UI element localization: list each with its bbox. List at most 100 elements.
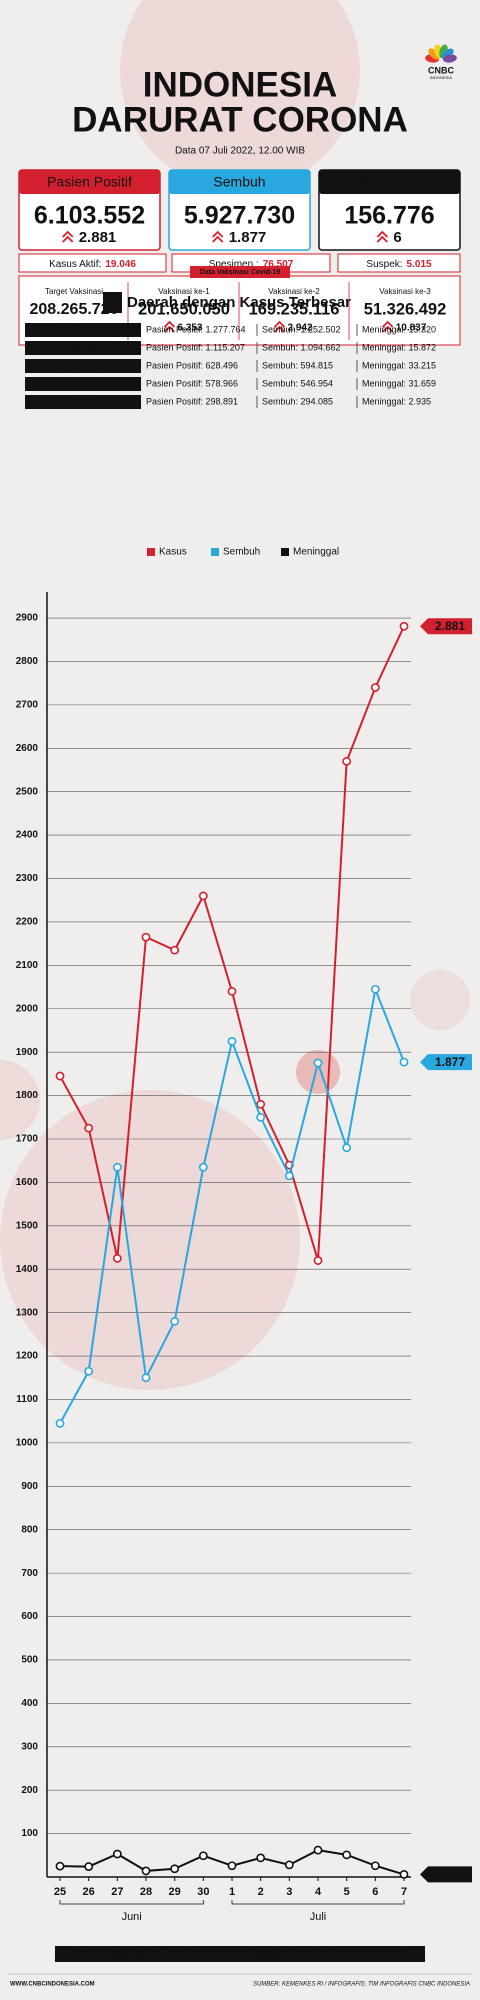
data-point <box>256 1099 266 1109</box>
y-tick-label: 1900 <box>16 1047 39 1058</box>
chevron-icon <box>163 320 176 333</box>
data-point <box>256 1853 266 1863</box>
slogan: Selalu #ingatpesanibu, untuk #pakaimaske… <box>71 1948 408 1958</box>
y-tick-label: 1600 <box>16 1177 39 1188</box>
card-change: 6 <box>393 229 401 246</box>
x-tick-label: 1 <box>229 1886 235 1898</box>
x-tick-label: 26 <box>83 1886 95 1898</box>
group-label: Juni <box>122 1911 142 1923</box>
logo-subtext: INDONESIA <box>430 75 452 80</box>
end-label: 2.881 <box>435 619 465 633</box>
stat-box <box>337 253 461 273</box>
date: Data 07 Juli 2022, 12.00 WIB <box>175 146 305 157</box>
data-point <box>84 1862 94 1871</box>
data-point <box>84 1366 94 1376</box>
chevron-icon <box>62 230 74 243</box>
data-point <box>198 891 208 901</box>
legend-label: Meninggal <box>293 547 339 558</box>
data-point <box>313 1058 323 1068</box>
card-value: 6.103.552 <box>34 202 145 230</box>
data-point <box>112 1253 122 1263</box>
region-name: DKI Jakarta <box>58 324 108 334</box>
data-point <box>399 1057 409 1067</box>
data-point <box>227 1036 237 1046</box>
region-cell: Sembuh: 1.252.502 <box>262 324 341 334</box>
legend-label: Sembuh <box>223 547 260 558</box>
vaccine-value: 201.650.050 <box>138 300 230 318</box>
region-name: Banten <box>68 396 99 406</box>
y-tick-label: 2100 <box>16 960 39 971</box>
card-header <box>19 170 160 194</box>
region-name: Jawa Timur <box>58 378 108 388</box>
legend-swatch <box>281 548 289 556</box>
stat-label: Kasus Aktif: <box>49 259 101 270</box>
x-tick-label: 25 <box>54 1886 66 1898</box>
vaccine-title: Data Vaksinasi Covid-19 <box>200 269 281 276</box>
card-change: 2.881 <box>79 229 117 246</box>
card-header <box>169 170 310 194</box>
logo-feather <box>442 54 457 63</box>
chevron-icon <box>212 230 224 243</box>
virus-decoration <box>296 1050 340 1094</box>
stat-value: 19.046 <box>105 259 136 270</box>
y-tick-label: 1300 <box>16 1307 39 1318</box>
data-point <box>141 932 151 942</box>
vaccine-label: Target Vaksinasi <box>45 287 103 296</box>
y-tick-label: 1100 <box>16 1394 38 1405</box>
data-point <box>55 1861 65 1871</box>
region-cell: Meninggal: 15.872 <box>362 342 436 352</box>
card-value: 156.776 <box>344 202 434 230</box>
data-point <box>170 1316 180 1326</box>
region-name: Jawa Tengah <box>55 360 112 370</box>
region-cell: Meninggal: 15.320 <box>362 324 436 334</box>
chevron-icon <box>382 320 394 333</box>
y-tick-label: 2000 <box>16 1003 39 1014</box>
y-tick-label: 300 <box>21 1741 38 1752</box>
data-point <box>198 1162 208 1172</box>
y-tick-label: 2400 <box>16 830 39 841</box>
end-tag <box>420 618 472 635</box>
data-point <box>198 1851 208 1861</box>
region-title: Daerah dengan Kasus Terbesar <box>127 294 351 311</box>
vaccine-value: 169.235.116 <box>249 300 340 318</box>
x-tick-label: 28 <box>140 1886 152 1898</box>
x-tick-label: 6 <box>372 1886 378 1898</box>
data-point <box>370 1861 380 1871</box>
y-tick-label: 2500 <box>16 786 39 797</box>
virus-decoration <box>120 0 360 190</box>
card-label: Pasien Positif <box>47 174 132 190</box>
data-point <box>342 1850 352 1860</box>
vaccine-label: Vaksinasi ke-3 <box>379 287 431 296</box>
data-point <box>141 1373 151 1383</box>
y-tick-label: 2300 <box>16 873 39 884</box>
card-label: Meninggal <box>357 174 422 190</box>
data-point <box>284 1860 294 1870</box>
vaccine-label: Vaksinasi ke-2 <box>268 287 320 296</box>
stat-value: 76.507 <box>263 259 294 270</box>
logo-text: CNBC <box>428 65 454 75</box>
y-tick-label: 2900 <box>16 613 39 624</box>
x-tick-label: 5 <box>344 1886 350 1898</box>
y-tick-label: 900 <box>21 1481 38 1492</box>
region-name: Jawa Barat <box>59 342 108 352</box>
region-cell: Meninggal: 31.659 <box>362 378 436 388</box>
data-point <box>284 1171 294 1181</box>
y-tick-label: 2800 <box>16 656 39 667</box>
y-tick-label: 1500 <box>16 1220 39 1231</box>
data-point <box>313 1845 323 1855</box>
stat-label: Suspek: <box>366 259 402 270</box>
legend-label: Kasus <box>159 547 187 558</box>
data-point <box>342 1143 352 1153</box>
y-tick-label: 1200 <box>16 1351 39 1362</box>
region-count: 5 <box>108 292 117 311</box>
chevron-icon <box>376 230 388 243</box>
vaccine-tag <box>190 266 290 278</box>
data-point <box>342 756 352 766</box>
y-tick-label: 700 <box>21 1568 38 1579</box>
vaccine-change: 10.837 <box>396 323 427 334</box>
data-point <box>256 1112 266 1122</box>
data-point <box>170 945 180 955</box>
stat-value: 5.015 <box>407 259 432 270</box>
